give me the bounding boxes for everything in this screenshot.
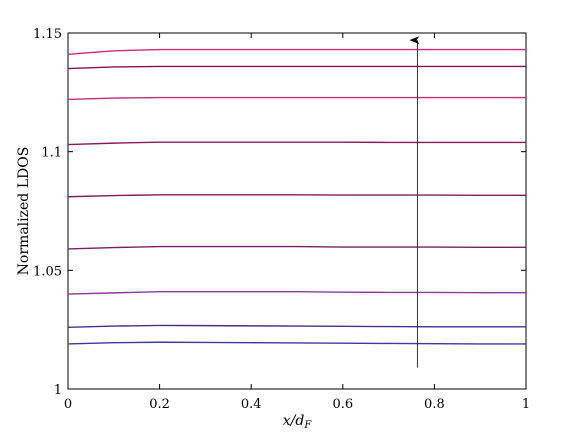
series-group — [67, 48, 526, 345]
y-tick-label: 1 — [54, 383, 62, 398]
y-tick-label: 1.05 — [33, 264, 62, 279]
plot-frame — [67, 32, 527, 390]
series-line-4 — [67, 245, 526, 250]
series-line-9 — [67, 48, 526, 56]
x-tick-label: 0 — [64, 397, 72, 412]
series-line-3 — [67, 290, 526, 295]
series-line-1 — [67, 341, 526, 345]
x-axis-label-sub: F — [303, 420, 312, 431]
x-tick-label: 0.4 — [241, 397, 262, 412]
series-line-7 — [67, 96, 526, 101]
y-tick-label: 1.15 — [33, 27, 62, 42]
x-tick-label: 0.6 — [332, 397, 353, 412]
x-axis-label-main: x/d — [283, 413, 305, 429]
x-tick-label: 1 — [522, 397, 530, 412]
series-line-6 — [67, 141, 526, 146]
axis-ticks: 0 0.2 0.4 0.6 0.8 1 1 1.05 1.1 1.15 — [33, 27, 530, 412]
x-tick-label: 0.8 — [424, 397, 445, 412]
series-line-2 — [67, 324, 526, 328]
series-line-8 — [67, 65, 526, 70]
x-tick-label: 0.2 — [149, 397, 170, 412]
series-line-5 — [67, 194, 526, 198]
x-axis-label: x/dF — [283, 413, 313, 431]
y-tick-label: 1.1 — [41, 146, 62, 161]
y-axis-label: Normalized LDOS — [16, 147, 32, 276]
